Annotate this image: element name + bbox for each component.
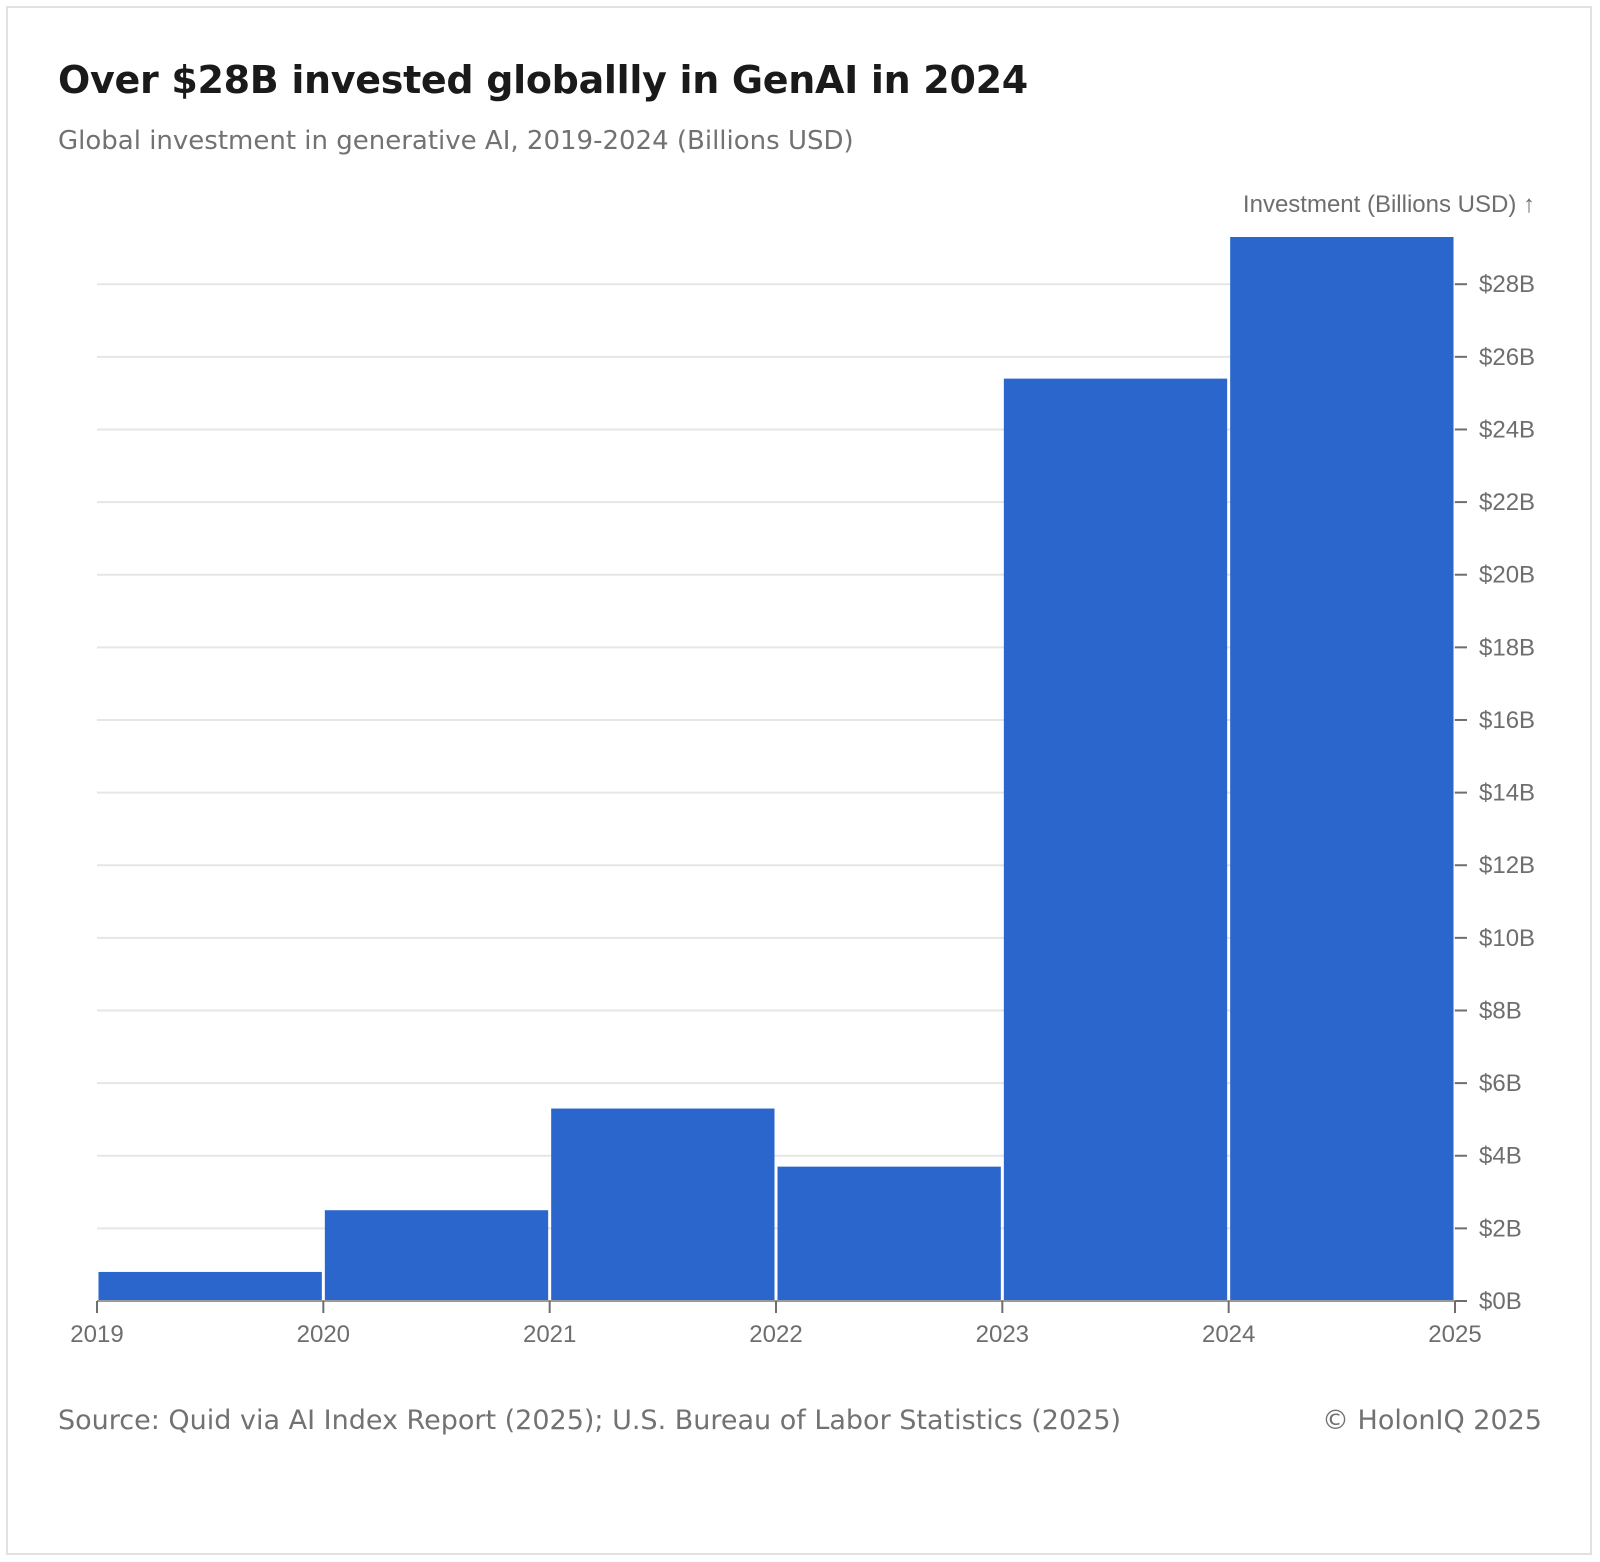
y-tick-label: $18B [1479, 634, 1535, 661]
y-tick-label: $12B [1479, 852, 1535, 879]
x-tick-label: 2021 [523, 1321, 576, 1348]
y-tick-label: $2B [1479, 1215, 1522, 1242]
y-tick-label: $4B [1479, 1143, 1522, 1170]
y-tick-label: $22B [1479, 489, 1535, 516]
y-tick-label: $16B [1479, 707, 1535, 734]
bar-2024 [1230, 237, 1454, 1301]
y-tick-label: $26B [1479, 344, 1535, 371]
x-tick-label: 2019 [70, 1321, 123, 1348]
x-tick-label: 2022 [749, 1321, 802, 1348]
y-tick-label: $28B [1479, 271, 1535, 298]
bars [98, 237, 1454, 1301]
bar-2023 [1003, 378, 1228, 1301]
y-tick-label: $6B [1479, 1070, 1522, 1097]
bar-2021 [551, 1108, 775, 1301]
y-tick-label: $14B [1479, 780, 1535, 807]
y-tick-label: $20B [1479, 562, 1535, 589]
y-tick-label: $10B [1479, 925, 1535, 952]
bar-2019 [98, 1271, 322, 1301]
source-note: Source: Quid via AI Index Report (2025);… [58, 1405, 1122, 1436]
copyright-note: © HolonIQ 2025 [1321, 1405, 1542, 1436]
y-tick-label: $0B [1479, 1288, 1522, 1315]
x-tick-label: 2025 [1428, 1321, 1481, 1348]
y-tick-label: $24B [1479, 416, 1535, 443]
chart-subtitle: Global investment in generative AI, 2019… [58, 126, 854, 156]
x-tick-label: 2023 [976, 1321, 1029, 1348]
bar-chart: $0B $2B $4B $6B $8B $10B $12B $14B $16B $18B $20B $… [70, 191, 1535, 1348]
y-axis-label: Investment (Billions USD) ↑ [1243, 191, 1535, 218]
axes: $0B $2B $4B $6B $8B $10B $12B $14B $16B $18B $20B $… [70, 271, 1535, 1348]
x-tick-label: 2020 [297, 1321, 350, 1348]
y-tick-label: $8B [1479, 997, 1522, 1024]
bar-2022 [777, 1166, 1001, 1301]
bar-2020 [324, 1210, 549, 1301]
x-tick-label: 2024 [1202, 1321, 1255, 1348]
chart-title: Over $28B invested globallly in GenAI in… [58, 58, 1028, 102]
grid-lines [97, 283, 1455, 1230]
